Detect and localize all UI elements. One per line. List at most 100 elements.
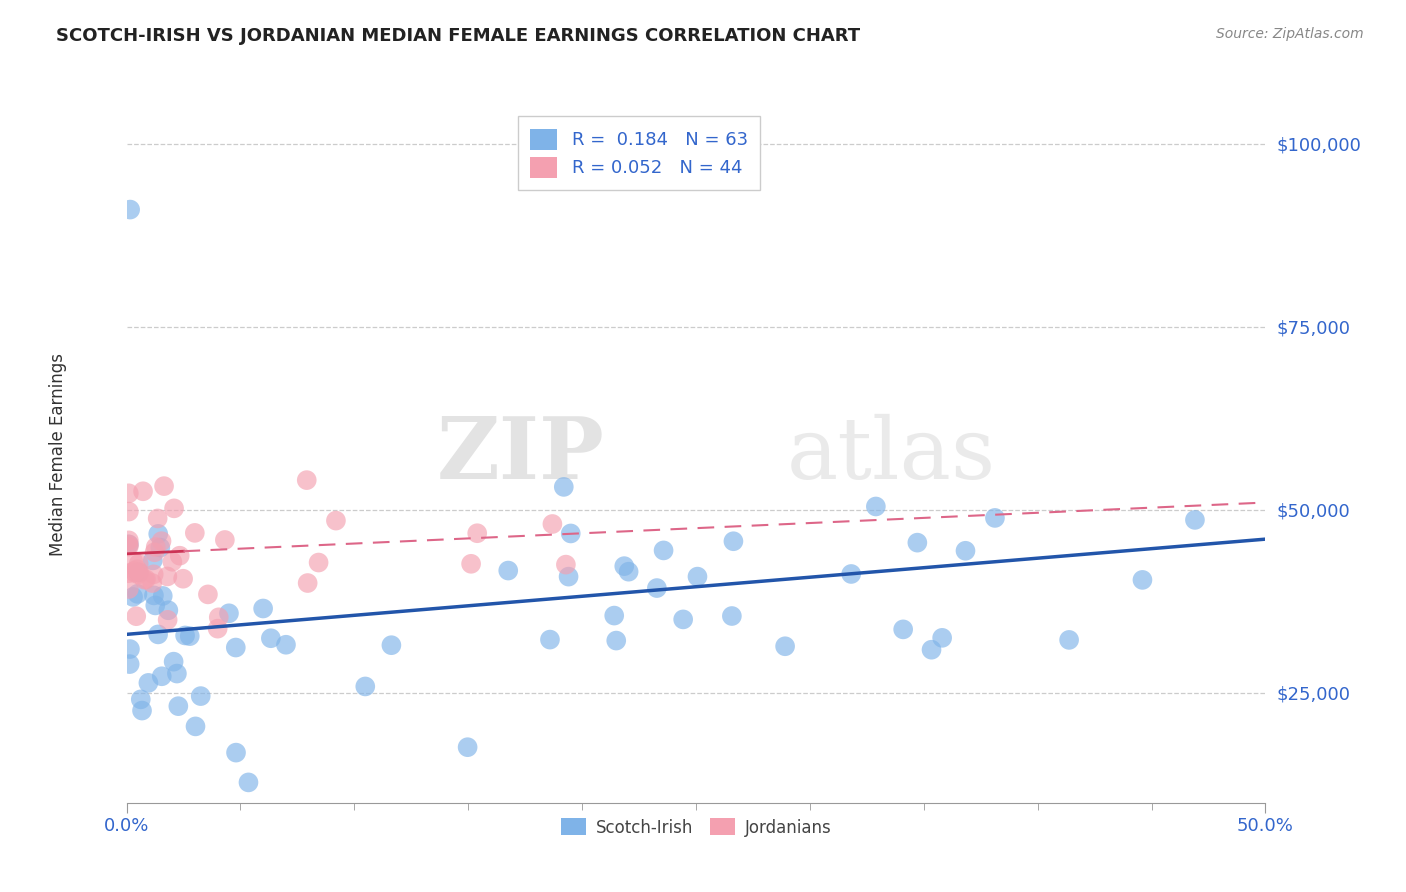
Point — [118, 657, 141, 672]
Point — [122, 554, 145, 568]
Point — [118, 642, 141, 657]
Point — [773, 640, 796, 654]
Point — [465, 526, 488, 541]
Point — [172, 572, 194, 586]
Point — [125, 562, 148, 576]
Point — [156, 569, 179, 583]
Text: Median Female Earnings: Median Female Earnings — [49, 353, 67, 557]
Point — [145, 540, 167, 554]
Point — [553, 480, 575, 494]
Point — [260, 632, 283, 646]
Text: Source: ZipAtlas.com: Source: ZipAtlas.com — [1216, 27, 1364, 41]
Point — [134, 573, 156, 587]
Point — [891, 623, 914, 637]
Point — [127, 566, 149, 580]
Point — [142, 567, 165, 582]
Point — [122, 590, 145, 604]
Point — [152, 589, 174, 603]
Point — [560, 526, 582, 541]
Point — [143, 599, 166, 613]
Point — [380, 638, 402, 652]
Point — [120, 202, 142, 217]
Point — [605, 633, 627, 648]
Point — [184, 525, 207, 540]
Point — [125, 609, 148, 624]
Point — [129, 692, 152, 706]
Point — [131, 704, 153, 718]
Point — [721, 609, 744, 624]
Legend: Scotch-Irish, Jordanians: Scotch-Irish, Jordanians — [554, 812, 838, 843]
Point — [142, 553, 165, 567]
Point — [197, 587, 219, 601]
Point — [617, 565, 640, 579]
Point — [354, 680, 377, 694]
Point — [118, 537, 141, 551]
Point — [149, 541, 172, 555]
Point — [207, 622, 229, 636]
Point — [118, 537, 141, 551]
Point — [295, 473, 318, 487]
Point — [143, 545, 166, 559]
Point — [146, 627, 169, 641]
Point — [460, 557, 482, 571]
Point — [905, 535, 928, 549]
Point — [218, 607, 240, 621]
Point — [166, 666, 188, 681]
Point — [308, 556, 330, 570]
Point — [141, 576, 163, 591]
Point — [297, 576, 319, 591]
Text: ZIP: ZIP — [437, 413, 605, 497]
Point — [118, 505, 141, 519]
Point — [156, 613, 179, 627]
Point — [118, 582, 141, 596]
Point — [135, 572, 157, 586]
Point — [127, 587, 149, 601]
Point — [214, 533, 236, 547]
Text: atlas: atlas — [787, 413, 997, 497]
Point — [184, 719, 207, 733]
Point — [128, 557, 150, 571]
Point — [157, 603, 180, 617]
Point — [122, 564, 145, 578]
Point — [672, 612, 695, 626]
Point — [169, 549, 191, 563]
Point — [208, 610, 231, 624]
Point — [252, 601, 274, 615]
Point — [541, 516, 564, 531]
Point — [179, 629, 201, 643]
Point — [127, 567, 149, 582]
Point — [146, 511, 169, 525]
Point — [538, 632, 561, 647]
Point — [118, 486, 141, 500]
Text: SCOTCH-IRISH VS JORDANIAN MEDIAN FEMALE EARNINGS CORRELATION CHART: SCOTCH-IRISH VS JORDANIAN MEDIAN FEMALE … — [56, 27, 860, 45]
Point — [167, 699, 190, 714]
Point — [162, 555, 184, 569]
Point — [603, 608, 626, 623]
Point — [1184, 513, 1206, 527]
Point — [238, 775, 260, 789]
Point — [274, 638, 297, 652]
Point — [138, 676, 160, 690]
Point — [148, 527, 170, 541]
Point — [686, 569, 709, 583]
Point — [1057, 632, 1080, 647]
Point — [150, 669, 173, 683]
Point — [921, 642, 943, 657]
Point — [457, 740, 479, 755]
Point — [723, 534, 745, 549]
Point — [118, 566, 141, 581]
Point — [496, 564, 519, 578]
Point — [613, 559, 636, 574]
Point — [325, 514, 347, 528]
Point — [118, 533, 141, 548]
Point — [955, 543, 977, 558]
Point — [142, 588, 165, 602]
Point — [128, 566, 150, 580]
Point — [225, 746, 247, 760]
Point — [163, 501, 186, 516]
Point — [557, 569, 579, 583]
Point — [225, 640, 247, 655]
Point — [554, 558, 576, 572]
Point — [162, 655, 184, 669]
Point — [839, 566, 862, 581]
